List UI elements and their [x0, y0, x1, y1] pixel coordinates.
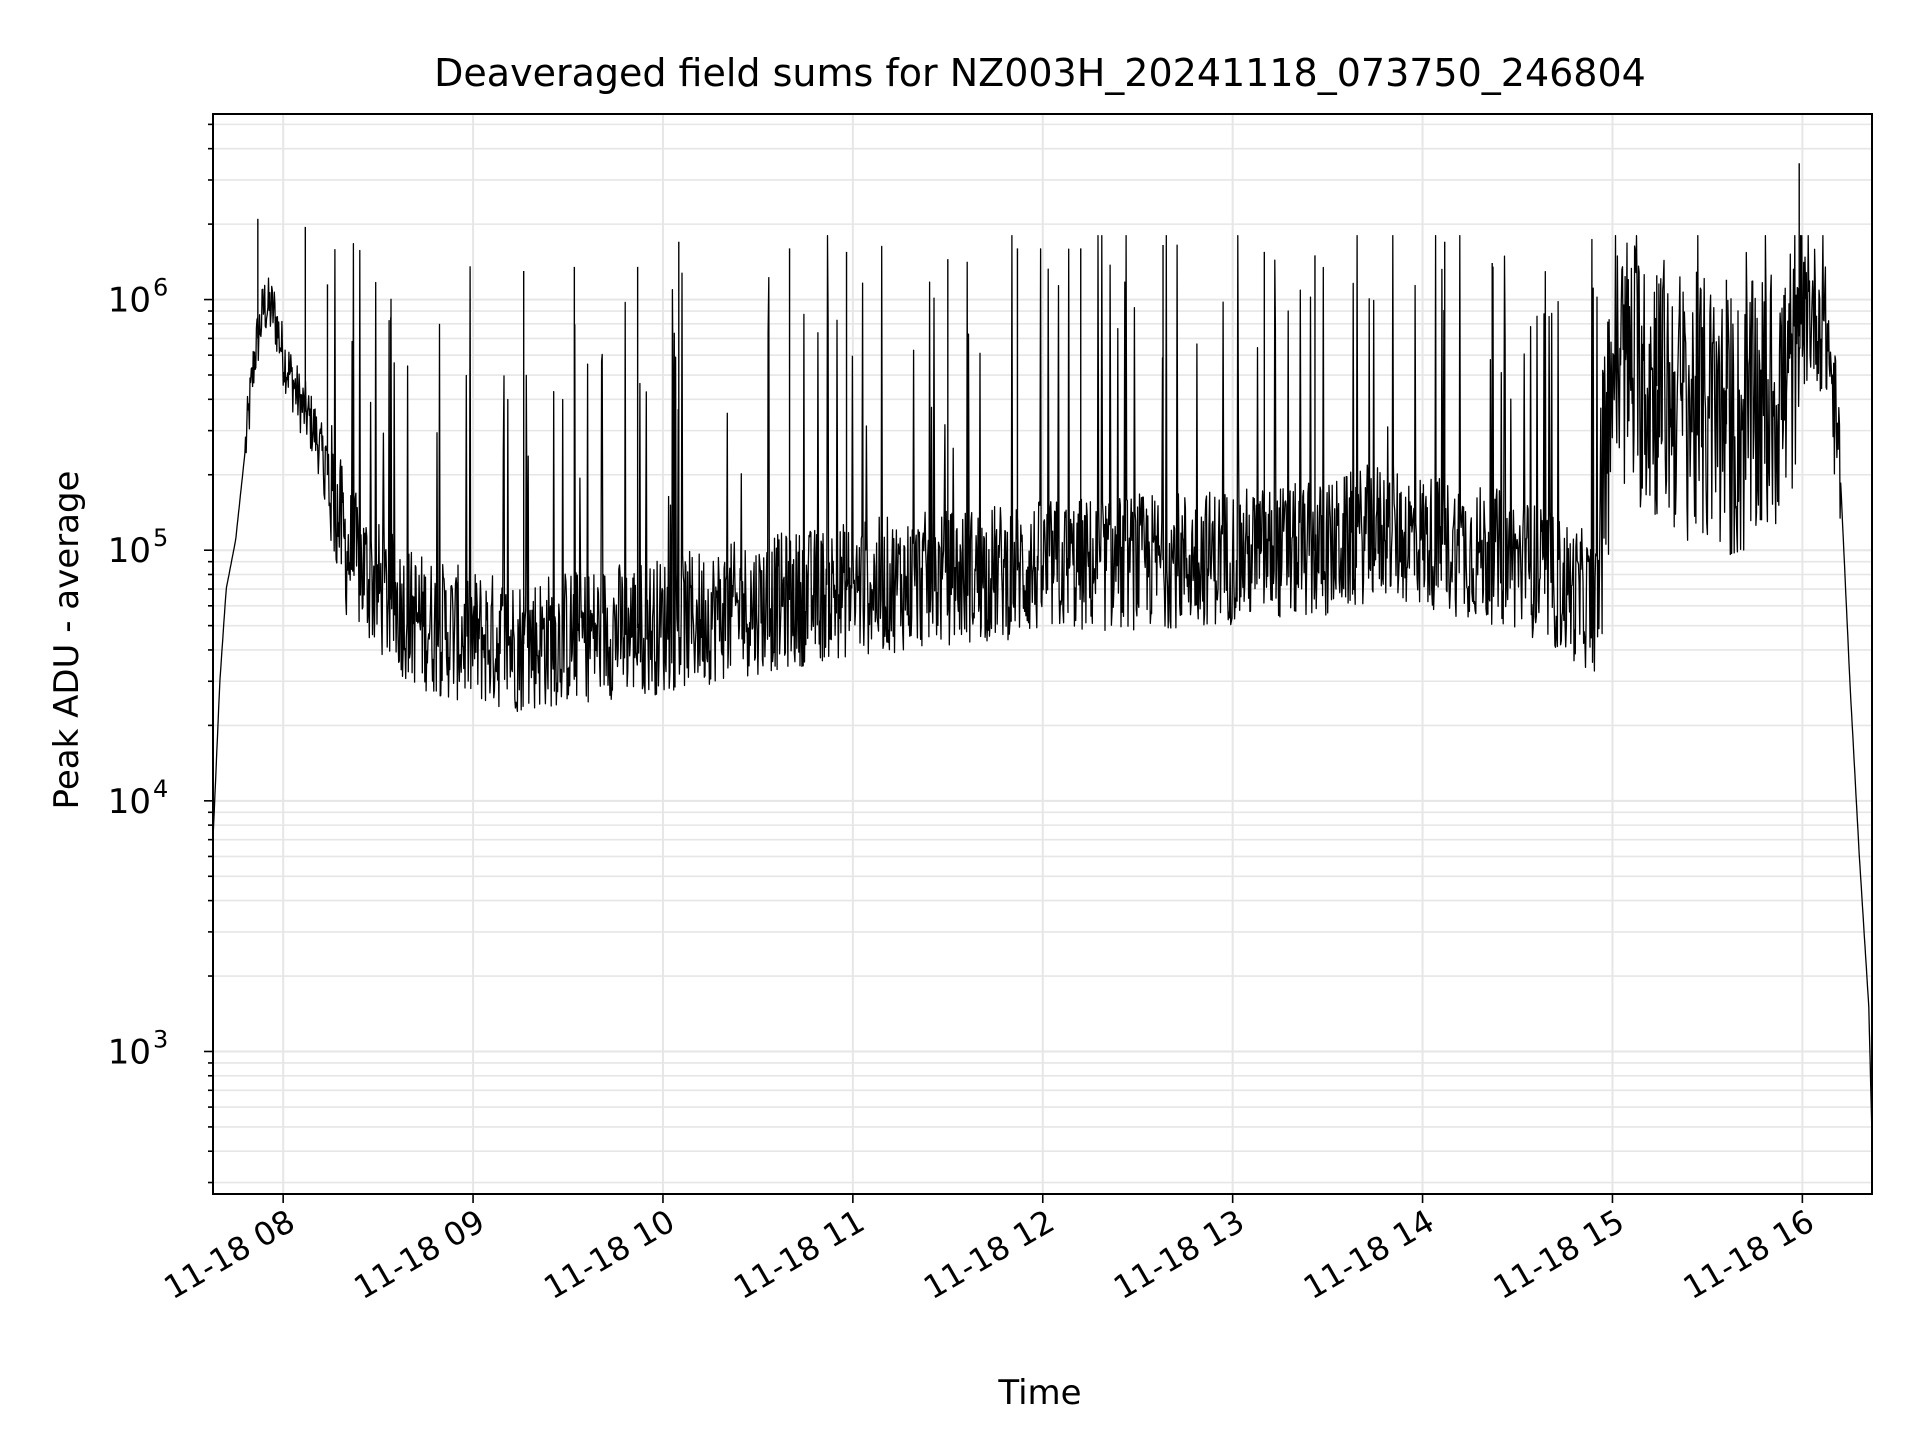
y-tick-label: 10: [108, 1032, 151, 1072]
y-tick-label-exponent: 6: [153, 274, 168, 302]
y-tick-label: 10: [108, 531, 151, 571]
series-layer: [212, 163, 1873, 1139]
y-tick-label-exponent: 3: [153, 1025, 168, 1053]
y-tick-label: 10: [108, 281, 151, 321]
series-line: [212, 234, 1873, 1139]
y-tick-label-exponent: 5: [153, 524, 168, 552]
chart-title: Deaveraged field sums for NZ003H_2024111…: [434, 51, 1646, 95]
x-axis-label: Time: [997, 1373, 1081, 1413]
y-tick-label: 10: [108, 782, 151, 822]
y-tick-label-exponent: 4: [153, 775, 168, 803]
y-axis-label: Peak ADU - average: [47, 471, 87, 810]
